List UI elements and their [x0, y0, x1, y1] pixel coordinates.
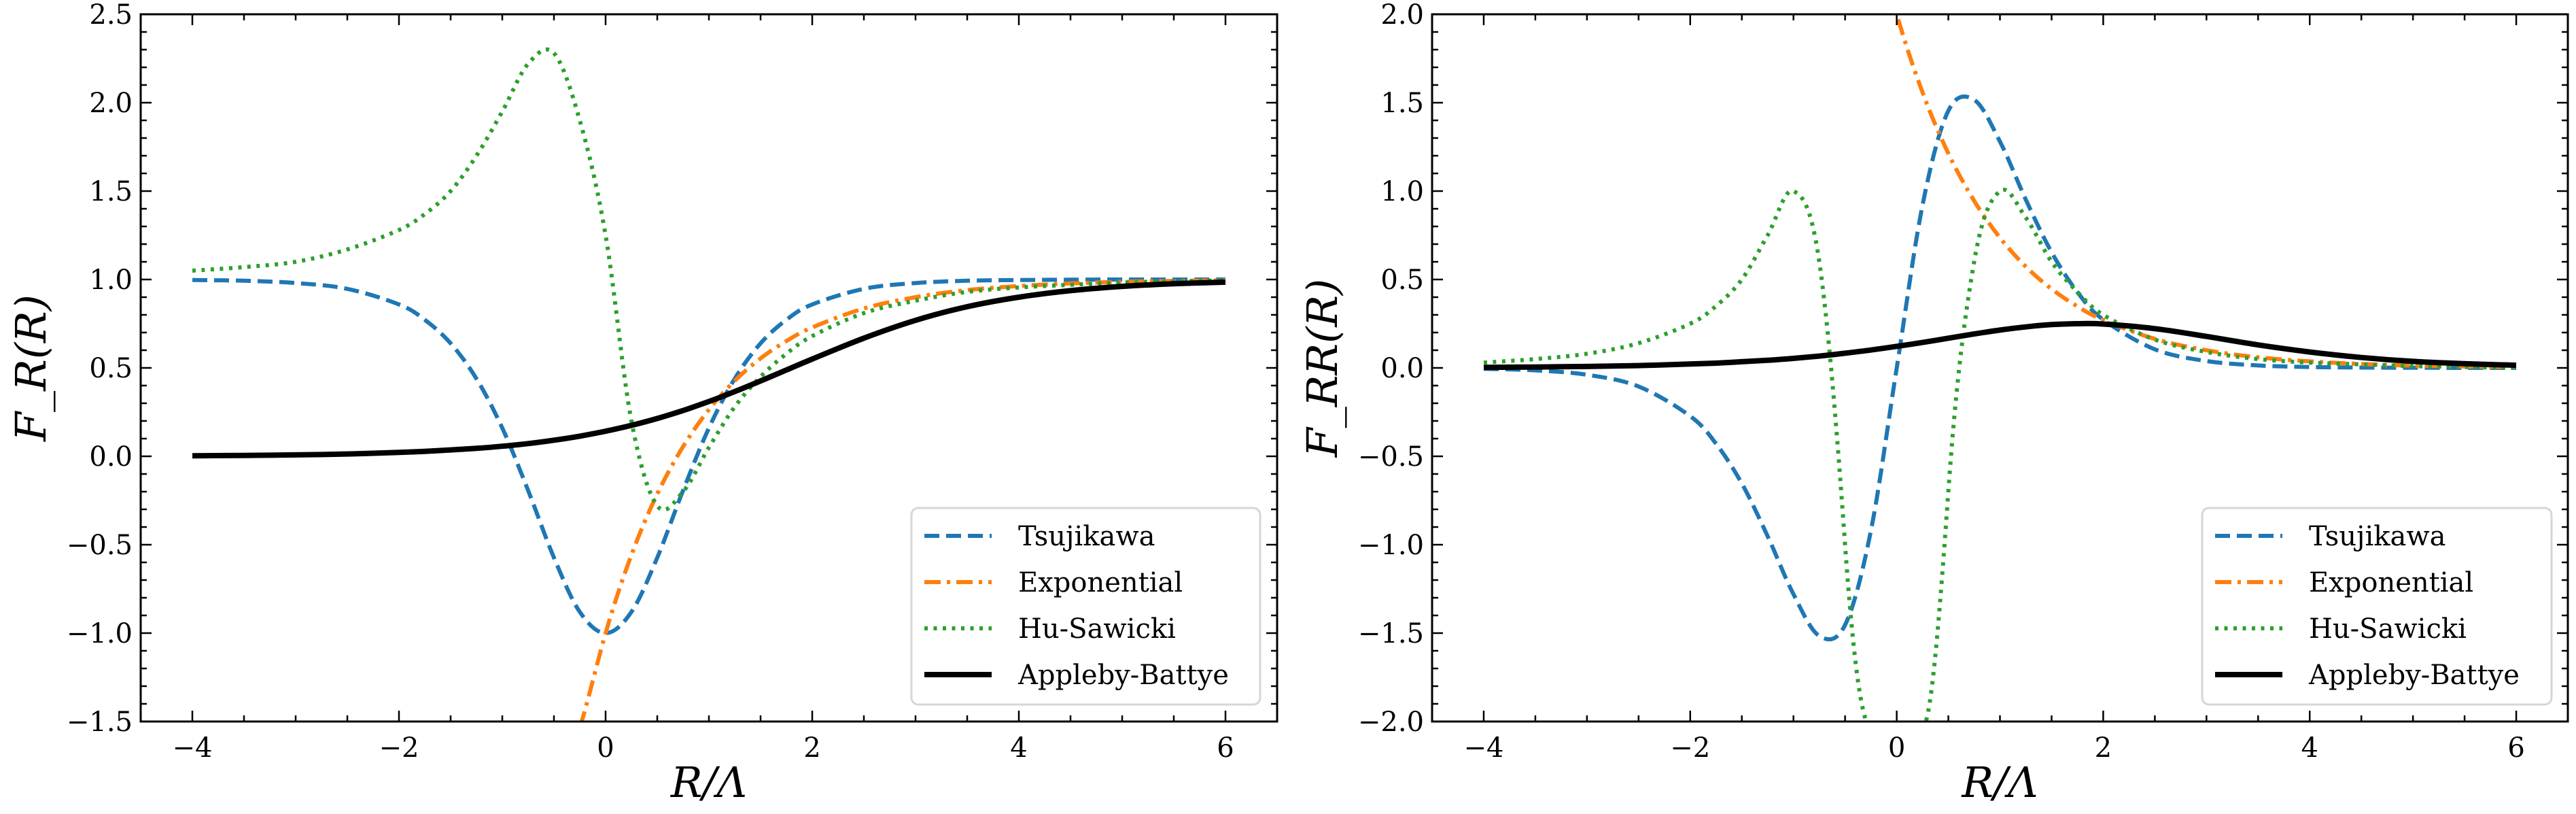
x-axis-label: R/Λ [1961, 758, 2038, 807]
legend-label: Tsujikawa [1018, 521, 1155, 552]
x-tick-label: −2 [379, 732, 419, 764]
ticks [139, 13, 1278, 723]
x-tick-label: −2 [1670, 732, 1710, 764]
y-tick-label: 0.0 [89, 441, 133, 473]
x-tick-label: 4 [2301, 732, 2318, 764]
y-tick-label: 1.0 [89, 265, 133, 296]
x-tick-label: 0 [1888, 732, 1905, 764]
x-tick-label: 4 [1010, 732, 1027, 764]
series-line-hu-sawicki [192, 47, 1226, 512]
legend-label: Exponential [2309, 567, 2473, 598]
x-tick-label: 2 [803, 732, 820, 764]
y-tick-label: 1.0 [1380, 176, 1424, 207]
y-tick-label: −0.5 [67, 530, 133, 561]
series-line-appleby-battye [1483, 320, 2517, 371]
series-line-hu-sawicki [1483, 187, 2517, 722]
y-axis-label: F_RR(R) [1298, 279, 1347, 458]
chart-1: −4 −2 0 2 4 6 −1.5 −1.0 −0.5 0.0 0.5 1.0 1.5 2.0 2.5 R/… [6, 0, 1278, 807]
legend-box [2201, 507, 2553, 706]
ticks [1431, 13, 2569, 723]
series-line-appleby-battye [192, 279, 1226, 459]
x-axis-label: R/Λ [670, 758, 747, 807]
legend-box [910, 507, 1261, 706]
legend-label: Appleby-Battye [1017, 660, 1229, 691]
y-tick-label: −1.0 [1358, 530, 1424, 561]
legend-label: Exponential [1018, 567, 1183, 598]
series-line-tsujikawa [192, 277, 1225, 636]
x-tick-label: −4 [173, 732, 213, 764]
y-tick-label: −1.5 [1358, 618, 1424, 649]
y-tick-label: −2.0 [1358, 707, 1424, 738]
y-tick-label: −0.5 [1358, 441, 1424, 473]
series-line-tsujikawa [1483, 94, 2516, 642]
y-tick-label: 0.5 [89, 353, 133, 384]
plot-area [1483, 14, 2517, 722]
legend-item: Hu-Sawicki [924, 613, 1176, 645]
y-axis-label: F_R(R) [6, 294, 56, 442]
plot-area [192, 47, 1226, 722]
chart-2: −4 −2 0 2 4 6 −2.0 −1.5 −1.0 −0.5 0.0 0.5 1.0 1.5 2.0 R… [1298, 0, 2569, 807]
legend-item: Tsujikawa [924, 521, 1155, 552]
legend-label: Hu-Sawicki [1018, 613, 1176, 645]
y-tick-label: −1.0 [67, 618, 133, 649]
y-tick-label: 1.5 [89, 176, 133, 207]
series-line-exponential [1892, 14, 2517, 369]
legend-label: Hu-Sawicki [2309, 613, 2467, 645]
y-tick-label: −1.5 [67, 707, 133, 738]
x-tick-label: 0 [597, 732, 614, 764]
x-tick-label: 6 [1217, 732, 1234, 764]
legend: Tsujikawa Exponential Hu-Sawicki Appleby-Ba… [2201, 507, 2553, 706]
legend-item: Appleby-Battye [924, 660, 1229, 691]
x-tick-label: −4 [1463, 732, 1503, 764]
y-tick-label: 2.0 [1380, 0, 1424, 31]
x-tick-label: 2 [2095, 732, 2112, 764]
legend-item: Appleby-Battye [2215, 660, 2520, 691]
x-tick-label: 6 [2507, 732, 2524, 764]
legend-item: Hu-Sawicki [2215, 613, 2467, 645]
y-tick-label: 0.5 [1380, 265, 1424, 296]
y-tick-label: 2.5 [89, 0, 133, 31]
y-tick-label: 2.0 [89, 88, 133, 119]
legend-item: Exponential [924, 567, 1183, 598]
y-tick-label: 1.5 [1380, 88, 1424, 119]
legend-label: Tsujikawa [2309, 521, 2446, 552]
legend-item: Tsujikawa [2215, 521, 2446, 552]
y-tick-label: 0.0 [1380, 353, 1424, 384]
legend-label: Appleby-Battye [2308, 660, 2520, 691]
legend: Tsujikawa Exponential Hu-Sawicki Appleby-Ba… [910, 507, 1261, 706]
legend-item: Exponential [2215, 567, 2473, 598]
